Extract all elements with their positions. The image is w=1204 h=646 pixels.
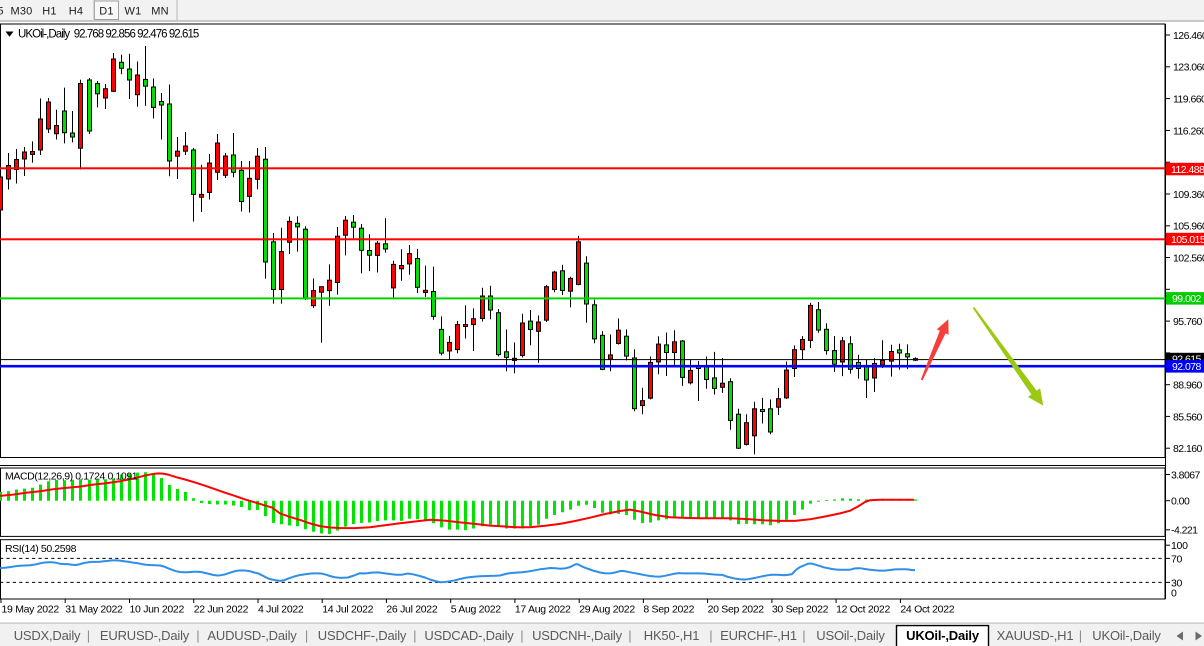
- svg-text:19 May 2022: 19 May 2022: [2, 604, 60, 616]
- svg-text:22 Jun 2022: 22 Jun 2022: [194, 604, 249, 616]
- svg-text:85.560: 85.560: [1173, 411, 1203, 423]
- svg-text:UKOil-,Daily 92.768 92.856 92: UKOil-,Daily 92.768 92.856 92.476 92.615: [18, 29, 199, 41]
- svg-text:|: |: [709, 628, 712, 643]
- svg-text:UKOil-,Daily: UKOil-,Daily: [906, 628, 980, 643]
- svg-text:17 Aug 2022: 17 Aug 2022: [515, 604, 571, 616]
- svg-text:30: 30: [1171, 577, 1183, 589]
- svg-text:USOil-,Daily: USOil-,Daily: [816, 628, 885, 643]
- svg-text:4 Jul 2022: 4 Jul 2022: [258, 604, 304, 616]
- svg-text:H4: H4: [69, 6, 83, 18]
- svg-text:RSI(14) 50.2598: RSI(14) 50.2598: [5, 543, 77, 555]
- svg-text:USDCAD-,Daily: USDCAD-,Daily: [424, 628, 514, 643]
- svg-text:MN: MN: [151, 6, 169, 18]
- svg-text:|: |: [305, 628, 308, 643]
- svg-text:0: 0: [1171, 587, 1177, 599]
- svg-text:82.160: 82.160: [1173, 443, 1203, 455]
- svg-text:-4.221: -4.221: [1171, 525, 1198, 537]
- svg-text:HK50-,H1: HK50-,H1: [644, 628, 699, 643]
- svg-text:14 Jul 2022: 14 Jul 2022: [322, 604, 373, 616]
- svg-text:W1: W1: [125, 6, 142, 18]
- svg-text:|: |: [1079, 628, 1082, 643]
- svg-text:H1: H1: [42, 6, 56, 18]
- svg-text:100: 100: [1171, 540, 1188, 552]
- svg-text:USDCNH-,Daily: USDCNH-,Daily: [532, 628, 623, 643]
- svg-text:12 Oct 2022: 12 Oct 2022: [836, 604, 890, 616]
- svg-text:MACD(12,26,9) 0.1724 0.1091: MACD(12,26,9) 0.1724 0.1091: [5, 471, 138, 483]
- svg-text:119.660: 119.660: [1173, 94, 1204, 106]
- svg-text:30 Sep 2022: 30 Sep 2022: [772, 604, 829, 616]
- svg-text:102.560: 102.560: [1173, 252, 1204, 264]
- svg-text:70: 70: [1171, 553, 1183, 565]
- svg-text:M30: M30: [11, 6, 33, 18]
- svg-text:|: |: [196, 628, 199, 643]
- svg-text:|: |: [628, 628, 631, 643]
- svg-text:126.460: 126.460: [1173, 30, 1204, 42]
- svg-text:USDX,Daily: USDX,Daily: [14, 628, 81, 643]
- svg-text:EURCHF-,H1: EURCHF-,H1: [720, 628, 797, 643]
- svg-text:0.00: 0.00: [1171, 496, 1190, 508]
- svg-text:88.960: 88.960: [1173, 380, 1203, 392]
- svg-text:USDCHF-,Daily: USDCHF-,Daily: [318, 628, 407, 643]
- svg-text:3.8067: 3.8067: [1171, 469, 1201, 481]
- svg-text:24 Oct 2022: 24 Oct 2022: [900, 604, 954, 616]
- svg-text:10 Jun 2022: 10 Jun 2022: [130, 604, 185, 616]
- svg-text:116.260: 116.260: [1173, 125, 1204, 137]
- svg-text:112.488: 112.488: [1171, 164, 1204, 176]
- svg-text:105.015: 105.015: [1171, 234, 1204, 246]
- svg-text:XAUUSD-,H1: XAUUSD-,H1: [997, 628, 1074, 643]
- svg-text:31 May 2022: 31 May 2022: [65, 604, 123, 616]
- svg-text:29 Aug 2022: 29 Aug 2022: [579, 604, 635, 616]
- svg-text:AUDUSD-,Daily: AUDUSD-,Daily: [207, 628, 297, 643]
- svg-text:26 Jul 2022: 26 Jul 2022: [386, 604, 437, 616]
- svg-text:5 Aug 2022: 5 Aug 2022: [451, 604, 502, 616]
- svg-text:99.002: 99.002: [1172, 293, 1202, 305]
- svg-text:20 Sep 2022: 20 Sep 2022: [708, 604, 765, 616]
- svg-text:123.060: 123.060: [1173, 62, 1204, 74]
- svg-text:D1: D1: [99, 6, 113, 18]
- svg-text:95.760: 95.760: [1173, 316, 1203, 328]
- svg-text:|: |: [413, 628, 416, 643]
- svg-text:8 Sep 2022: 8 Sep 2022: [643, 604, 694, 616]
- svg-text:UKOil-,Daily: UKOil-,Daily: [1092, 628, 1161, 643]
- svg-text:109.360: 109.360: [1173, 189, 1204, 201]
- svg-text:|: |: [87, 628, 90, 643]
- svg-text:|: |: [802, 628, 805, 643]
- svg-text:92.078: 92.078: [1172, 361, 1202, 373]
- svg-text:5: 5: [0, 6, 4, 18]
- svg-text:EURUSD-,Daily: EURUSD-,Daily: [100, 628, 190, 643]
- svg-text:|: |: [520, 628, 523, 643]
- svg-text:105.960: 105.960: [1173, 221, 1204, 233]
